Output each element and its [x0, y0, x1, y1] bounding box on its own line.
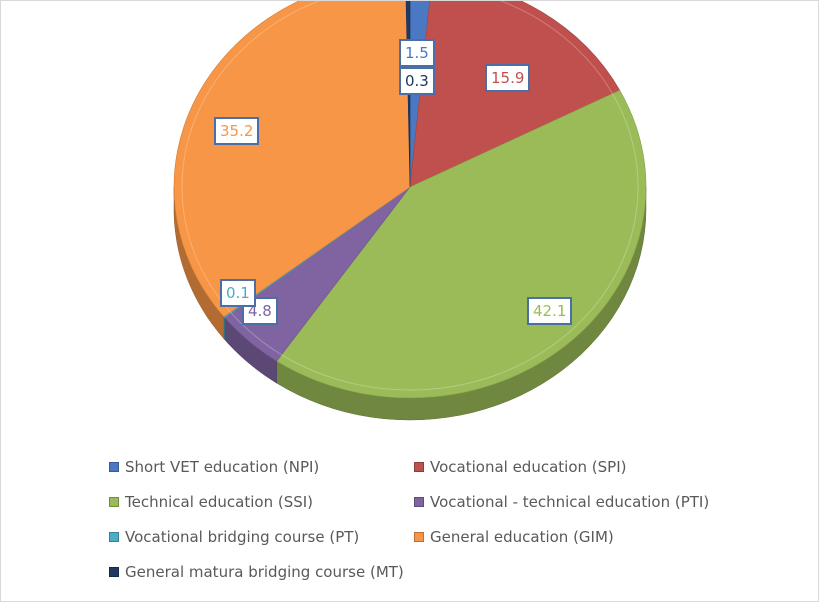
legend-label: Vocational - technical education (PTI): [430, 493, 710, 511]
data-label-general-education-gim: 35.2: [214, 117, 260, 145]
legend-label: Technical education (SSI): [125, 493, 314, 511]
data-label-vocational-bridging-course-pt: 0.1: [220, 279, 256, 307]
pie-slice-general-education-gim[interactable]: [173, 1, 411, 318]
legend-label: General education (GIM): [430, 528, 614, 546]
legend-item-short-vet-education-npi[interactable]: Short VET education (NPI): [109, 458, 319, 476]
legend-item-general-education-gim[interactable]: General education (GIM): [414, 528, 614, 546]
legend-swatch: [414, 462, 424, 472]
data-label-general-matura-bridging-course-mt: 0.3: [399, 67, 435, 95]
legend-swatch: [109, 462, 119, 472]
legend-label: General matura bridging course (MT): [125, 563, 404, 581]
legend-item-general-matura-bridging-course-mt[interactable]: General matura bridging course (MT): [109, 563, 404, 581]
legend-label: Vocational bridging course (PT): [125, 528, 360, 546]
legend-label: Short VET education (NPI): [125, 458, 320, 476]
data-label-vocational-education-spi: 15.9: [485, 64, 531, 92]
legend-swatch: [414, 532, 424, 542]
legend-label: Vocational education (SPI): [430, 458, 627, 476]
legend-swatch: [414, 497, 424, 507]
legend-swatch: [109, 497, 119, 507]
data-label-short-vet-education-npi: 1.5: [399, 39, 435, 67]
pie-slice-vocational-education-spi[interactable]: [409, 1, 621, 188]
data-label-technical-education-ssi: 42.1: [527, 297, 573, 325]
legend-item-technical-education-ssi[interactable]: Technical education (SSI): [109, 493, 313, 511]
legend-swatch: [109, 532, 119, 542]
legend-item-vocational-bridging-course-pt[interactable]: Vocational bridging course (PT): [109, 528, 359, 546]
pie-highlight: [181, 1, 639, 391]
legend-swatch: [109, 567, 119, 577]
legend-item-vocational-education-spi[interactable]: Vocational education (SPI): [414, 458, 626, 476]
legend-item-vocational-technical-education-pti[interactable]: Vocational - technical education (PTI): [414, 493, 709, 511]
